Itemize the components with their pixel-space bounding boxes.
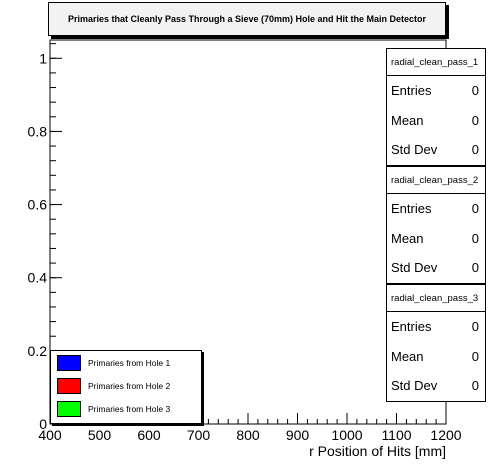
stats-value: 0	[472, 260, 479, 275]
y-tick-label: 1	[39, 50, 47, 66]
stats-value: 0	[472, 201, 479, 216]
stats-name: radial_clean_pass_1	[387, 49, 485, 76]
stats-mean-row: Mean 0	[387, 106, 485, 136]
x-axis-label: r Position of Hits [mm]	[309, 443, 446, 459]
x-tick-label: 1200	[430, 427, 461, 443]
chart-title: Primaries that Cleanly Pass Through a Si…	[48, 2, 446, 36]
legend-label: Primaries from Hole 1	[88, 358, 170, 368]
legend-swatch	[57, 355, 81, 371]
legend-label: Primaries from Hole 2	[88, 381, 170, 391]
stats-stddev-row: Std Dev 0	[387, 135, 485, 165]
stats-label: Mean	[391, 113, 424, 128]
y-tick-label: 0.4	[28, 270, 48, 286]
y-tick-label: 0.2	[28, 343, 48, 359]
stats-label: Std Dev	[391, 260, 437, 275]
stats-label: Std Dev	[391, 378, 437, 393]
stats-box-hole-3: radial_clean_pass_3 Entries 0 Mean 0 Std D…	[386, 284, 486, 402]
y-tick-label: 0	[39, 416, 47, 432]
legend-entry: Primaries from Hole 2	[51, 374, 201, 397]
legend-entry: Primaries from Hole 1	[51, 351, 201, 374]
stats-value: 0	[472, 83, 479, 98]
stats-value: 0	[472, 349, 479, 364]
stats-label: Entries	[391, 319, 431, 334]
stats-stddev-row: Std Dev 0	[387, 253, 485, 283]
x-tick-label: 1000	[331, 427, 362, 443]
stats-mean-row: Mean 0	[387, 224, 485, 254]
stats-name: radial_clean_pass_3	[387, 285, 485, 312]
x-tick-label: 600	[137, 427, 161, 443]
y-tick-label: 0.8	[28, 123, 48, 139]
stats-entries-row: Entries 0	[387, 76, 485, 106]
stats-name: radial_clean_pass_2	[387, 167, 485, 194]
x-tick-label: 800	[236, 427, 260, 443]
stats-value: 0	[472, 319, 479, 334]
legend-swatch	[57, 401, 81, 417]
legend: Primaries from Hole 1 Primaries from Hol…	[50, 350, 202, 424]
legend-swatch	[57, 378, 81, 394]
legend-entry: Primaries from Hole 3	[51, 397, 201, 420]
stats-entries-row: Entries 0	[387, 312, 485, 342]
legend-label: Primaries from Hole 3	[88, 404, 170, 414]
stats-box-hole-2: radial_clean_pass_2 Entries 0 Mean 0 Std D…	[386, 166, 486, 284]
x-tick-label: 1100	[381, 427, 411, 443]
stats-stddev-row: Std Dev 0	[387, 371, 485, 401]
x-tick-label: 900	[286, 427, 310, 443]
y-tick-label: 0.6	[28, 197, 48, 213]
stats-mean-row: Mean 0	[387, 342, 485, 372]
x-tick-label: 700	[187, 427, 211, 443]
stats-label: Mean	[391, 231, 424, 246]
stats-box-hole-1: radial_clean_pass_1 Entries 0 Mean 0 Std D…	[386, 48, 486, 166]
stats-label: Entries	[391, 83, 431, 98]
stats-value: 0	[472, 231, 479, 246]
stats-label: Entries	[391, 201, 431, 216]
stats-label: Std Dev	[391, 142, 437, 157]
stats-value: 0	[472, 378, 479, 393]
stats-label: Mean	[391, 349, 424, 364]
stats-value: 0	[472, 142, 479, 157]
stats-value: 0	[472, 113, 479, 128]
x-tick-label: 500	[88, 427, 112, 443]
stats-entries-row: Entries 0	[387, 194, 485, 224]
